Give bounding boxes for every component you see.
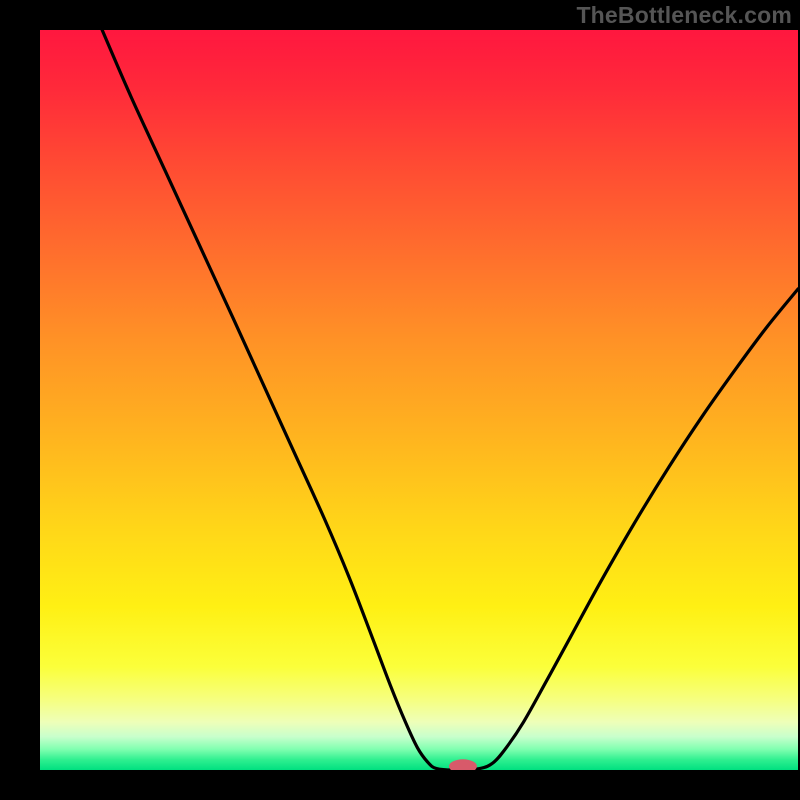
chart-canvas: TheBottleneck.com [0, 0, 800, 800]
plot-area [40, 30, 798, 770]
plot-svg [40, 30, 798, 770]
watermark-label: TheBottleneck.com [576, 2, 792, 29]
gradient-background [40, 30, 798, 770]
